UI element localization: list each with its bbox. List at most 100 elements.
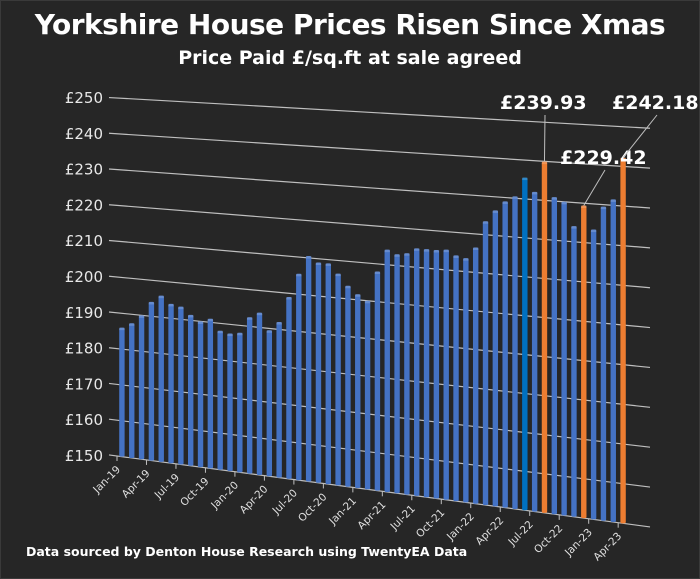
bar-oct-21 — [443, 249, 449, 500]
y-tick-label: £250 — [65, 89, 103, 107]
bar-top-face — [551, 197, 558, 200]
bar-top-face — [384, 249, 390, 253]
bar-jan-21 — [355, 294, 361, 489]
bar-nov-19 — [217, 330, 223, 470]
bar-jan-19 — [119, 327, 125, 457]
bar-apr-23 — [620, 157, 626, 524]
y-tick-label: £160 — [65, 411, 103, 429]
bar-mar-22 — [492, 210, 499, 507]
bar-top-face — [197, 321, 204, 324]
chart-subtitle: Price Paid £/sq.ft at sale agreed — [178, 47, 522, 69]
bar-top-face — [178, 306, 184, 310]
leader-line — [622, 114, 658, 159]
bar-dec-22 — [581, 205, 587, 519]
bar-top-face — [237, 332, 243, 336]
gridline — [108, 96, 651, 129]
bar-oct-19 — [207, 318, 214, 469]
bar-feb-20 — [246, 317, 253, 474]
bar-dec-19 — [227, 333, 233, 472]
bar-may-21 — [394, 254, 400, 494]
bar-jul-20 — [296, 273, 302, 481]
bar-top-face — [325, 263, 331, 266]
bar-top-face — [404, 253, 410, 256]
x-tick-label: Jul-20 — [270, 487, 300, 517]
bar-apr-22 — [502, 201, 508, 508]
bar-top-face — [472, 247, 479, 250]
y-tick-label: £210 — [65, 232, 103, 250]
bar-top-face — [158, 295, 164, 299]
bar-top-face — [414, 248, 420, 251]
bar-jun-21 — [404, 253, 410, 495]
data-label-aug-22: £239.93 — [500, 92, 587, 114]
y-tick-label: £230 — [65, 161, 103, 179]
bar-top-face — [129, 323, 135, 326]
bar-top-face — [227, 333, 233, 337]
x-tick-label: Jul-19 — [152, 471, 182, 501]
bar-top-face — [590, 229, 597, 233]
bar-jul-22 — [531, 191, 538, 512]
bar-top-face — [541, 161, 548, 165]
bar-top-face — [443, 249, 449, 253]
x-tick-label: Jan-20 — [208, 479, 241, 512]
bar-top-face — [345, 285, 351, 289]
y-tick-label: £200 — [65, 268, 103, 286]
bar-top-face — [355, 294, 361, 297]
x-tick-label: Jan-23 — [562, 526, 595, 559]
bar-jul-21 — [414, 248, 420, 496]
bars — [119, 157, 626, 524]
bar-top-face — [463, 258, 469, 261]
bar-top-face — [482, 221, 489, 224]
x-tick-label: Jan-19 — [90, 464, 123, 497]
x-tick-label: Apr-23 — [591, 530, 624, 563]
bar-top-face — [187, 314, 194, 318]
chart-title: Yorkshire House Prices Risen Since Xmas — [34, 8, 666, 41]
bar-top-face — [335, 273, 341, 277]
bar-jan-20 — [237, 332, 243, 473]
bar-top-face — [305, 256, 312, 259]
bar-top-face — [512, 196, 518, 199]
bar-top-face — [138, 315, 145, 318]
bar-top-face — [315, 262, 322, 266]
x-tick-label: Apr-19 — [120, 468, 153, 501]
bar-top-face — [423, 249, 430, 252]
bar-top-face — [266, 330, 273, 333]
gridline — [108, 168, 651, 209]
bar-jan-23 — [590, 229, 597, 520]
bar-top-face — [620, 157, 626, 161]
x-tick-label: Apr-21 — [355, 499, 388, 532]
x-tick-label: Apr-22 — [473, 515, 506, 548]
bar-apr-19 — [148, 301, 155, 461]
bar-top-face — [433, 249, 440, 253]
x-tick-label: Oct-19 — [178, 475, 211, 508]
bar-top-face — [168, 303, 174, 307]
bar-feb-23 — [600, 206, 607, 521]
bar-top-face — [276, 322, 282, 325]
leader-line — [543, 114, 546, 162]
bar-top-face — [502, 201, 508, 204]
bar-top-face — [571, 226, 577, 229]
gridline — [108, 204, 651, 249]
bar-apr-21 — [384, 249, 390, 492]
leader-line — [583, 169, 606, 206]
bar-top-face — [600, 206, 607, 210]
bar-top-face — [286, 297, 292, 300]
bar-top-face — [581, 205, 587, 208]
bar-top-face — [610, 199, 616, 202]
y-tick-label: £240 — [65, 125, 103, 143]
bar-sep-21 — [433, 249, 440, 499]
x-tick-label: Jan-22 — [444, 511, 477, 544]
x-tick-label: Jul-22 — [506, 519, 536, 549]
bar-nov-20 — [335, 273, 341, 486]
bar-top-face — [207, 318, 214, 322]
bar-jun-19 — [168, 303, 174, 464]
bar-aug-22 — [541, 161, 548, 513]
x-tick-label: Apr-20 — [238, 483, 271, 516]
bar-dec-20 — [345, 285, 351, 487]
y-tick-label: £190 — [65, 304, 103, 322]
gridline — [108, 132, 651, 169]
y-axis: £150 £160 £170 £180 £190 £200 £210 £220 £230 £240… — [65, 89, 103, 465]
bar-top-face — [246, 317, 253, 320]
bar-feb-21 — [364, 300, 371, 490]
bar-aug-21 — [423, 249, 430, 498]
x-tick-label: Jul-21 — [388, 503, 418, 533]
